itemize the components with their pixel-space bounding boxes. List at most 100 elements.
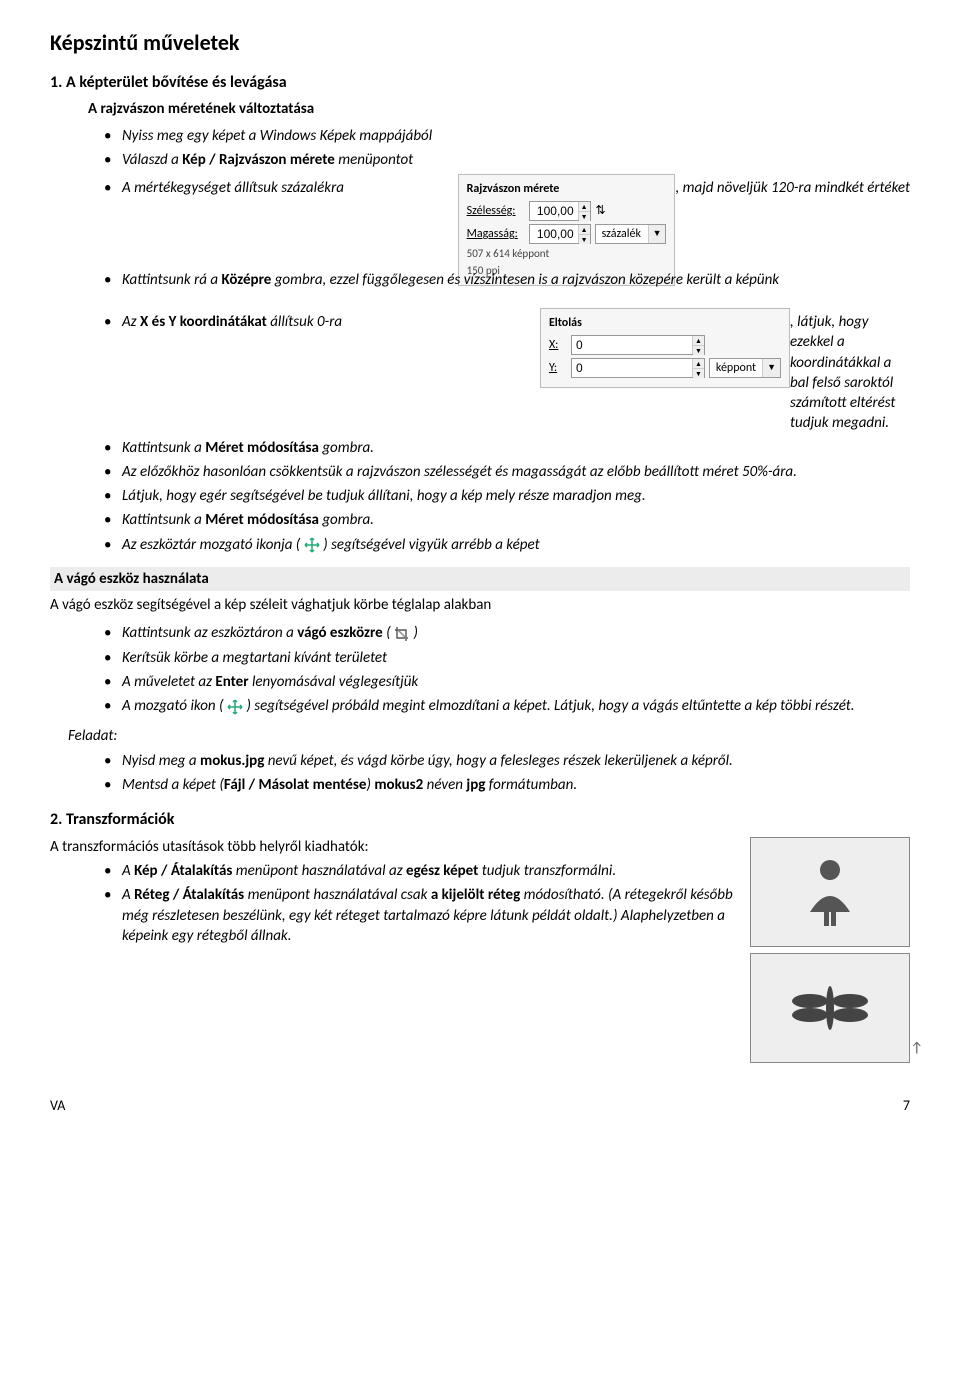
text: gombra, ezzel függőlegesen és vízszintes…	[271, 271, 779, 289]
dialog-title: Eltolás	[549, 315, 781, 331]
dragonfly-icon	[785, 973, 875, 1043]
width-label: Szélesség:	[467, 203, 525, 219]
list-item: Válaszd a Kép / Rajzvászon mérete menüpo…	[122, 148, 910, 172]
list-item: Nyiss meg egy képet a Windows Képek mapp…	[122, 124, 910, 148]
text: A mértékegységet állítsuk százalékra	[122, 179, 344, 197]
text: Kattintsunk az eszköztáron a	[122, 624, 297, 642]
section2-heading: 2. Transzformációk	[50, 809, 910, 831]
text: lenyomásával véglegesítjük	[249, 673, 419, 691]
text: a kijelölt réteg	[431, 886, 520, 904]
width-input[interactable]	[530, 202, 578, 220]
list-item: Az előzőkhöz hasonlóan csökkentsük a raj…	[122, 460, 910, 484]
spin-up[interactable]: ▲	[693, 336, 704, 346]
move-icon	[227, 697, 243, 715]
section1-num: 1.	[50, 73, 62, 92]
list-item: Kattintsunk az eszköztáron a vágó eszköz…	[122, 621, 910, 645]
text: ) segítségével vigyük arrébb a képet	[320, 536, 540, 554]
text: X és Y koordinátákat	[140, 313, 267, 331]
list-item: Mentsd a képet (Fájl / Másolat mentése) …	[122, 773, 910, 797]
link-icon[interactable]: ⇅	[595, 203, 607, 219]
section1-heading: 1. A képterület bővítése és levágása	[50, 72, 910, 94]
dialog-note: 507 x 614 képpont	[467, 247, 667, 262]
list-item: Az X és Y koordinátákat állítsuk 0-ra	[122, 310, 532, 334]
button-ref: Középre	[221, 271, 271, 289]
list-item: A Réteg / Átalakítás menüpont használatá…	[122, 883, 910, 948]
chevron-down-icon[interactable]: ▼	[762, 359, 780, 377]
text: egész képet	[406, 862, 478, 880]
section1-title: A képterület bővítése és levágása	[66, 73, 287, 92]
text: menüpont használatával az	[232, 862, 406, 880]
unit-combo[interactable]: százalék ▼	[595, 224, 667, 244]
section2-num: 2.	[50, 810, 62, 829]
text: A	[122, 862, 134, 880]
text: , látjuk, hogy ezekkel a koordinátákkal …	[790, 308, 910, 434]
height-input[interactable]	[530, 225, 578, 243]
list-item: Kattintsunk a Méret módosítása gombra.	[122, 436, 910, 460]
x-label: X:	[549, 337, 567, 353]
list-item: Látjuk, hogy egér segítségével be tudjuk…	[122, 484, 910, 508]
y-spinner[interactable]: ▲▼	[571, 358, 705, 378]
arrow-up-icon: ↑	[910, 1039, 923, 1058]
section2-title: Transzformációk	[66, 810, 174, 829]
crop-icon	[394, 624, 410, 642]
y-label: Y:	[549, 360, 567, 376]
spin-up[interactable]: ▲	[693, 359, 704, 369]
menu-path: Kép / Rajzvászon mérete	[182, 151, 335, 169]
x-input[interactable]	[572, 336, 692, 354]
unit-value: képpont	[710, 360, 762, 376]
spin-up[interactable]: ▲	[579, 225, 590, 235]
text: (	[383, 624, 394, 642]
tool-ref: vágó eszközre	[297, 624, 382, 642]
text: , majd növeljük 120-ra mindkét értéket	[675, 174, 910, 198]
task-label: Feladat:	[68, 726, 910, 746]
text: menüpont használatával csak	[244, 886, 431, 904]
x-spinner[interactable]: ▲▼	[571, 335, 705, 355]
list-item: Kattintsunk a Méret módosítása gombra.	[122, 508, 910, 532]
text: ) segítségével próbáld megint elmozdítan…	[243, 697, 855, 715]
spin-down[interactable]: ▼	[579, 212, 590, 221]
spin-down[interactable]: ▼	[693, 346, 704, 355]
text: gombra.	[319, 439, 374, 457]
text: Az	[122, 313, 140, 331]
layer-panel-2: ↑	[750, 953, 910, 1063]
crop-intro: A vágó eszköz segítségével a kép széleit…	[50, 593, 910, 619]
list-item: Kattintsunk rá a Középre gombra, ezzel f…	[122, 268, 910, 292]
list-item: A mértékegységet állítsuk százalékra	[122, 176, 450, 200]
offset-dialog: Eltolás X: ▲▼ Y: ▲▼ képpont ▼	[540, 308, 790, 388]
width-spinner[interactable]: ▲▼	[529, 201, 591, 221]
page-title: Képszintű műveletek	[50, 28, 910, 58]
unit-combo[interactable]: képpont ▼	[709, 358, 781, 378]
list-item: A Kép / Átalakítás menüpont használatáva…	[122, 859, 910, 883]
button-ref: Méret módosítása	[205, 439, 319, 457]
menu-path: Fájl / Másolat mentése	[224, 776, 367, 794]
crop-tool-heading: A vágó eszköz használata	[50, 567, 910, 591]
button-ref: Méret módosítása	[205, 511, 319, 529]
spin-down[interactable]: ▼	[693, 369, 704, 378]
text: néven	[423, 776, 466, 794]
key-ref: Enter	[215, 673, 248, 691]
text: )	[410, 624, 418, 642]
text: Nyisd meg a	[122, 752, 200, 770]
height-label: Magasság:	[467, 226, 525, 242]
text: Kattintsunk a	[122, 511, 205, 529]
filename: mokus.jpg	[200, 752, 264, 770]
menu-path: Réteg / Átalakítás	[134, 886, 244, 904]
text: tudjuk transzformálni.	[478, 862, 616, 880]
text: Kattintsunk rá a	[122, 271, 221, 289]
chevron-down-icon[interactable]: ▼	[648, 225, 666, 243]
text: nevű képet, és vágd körbe úgy, hogy a fe…	[264, 752, 733, 770]
text: Az eszköztár mozgató ikonja (	[122, 536, 304, 554]
spin-down[interactable]: ▼	[579, 235, 590, 244]
format: jpg	[466, 776, 485, 794]
text: állítsuk 0-ra	[267, 313, 342, 331]
text: Válaszd a	[122, 151, 182, 169]
text: A műveletet az	[122, 673, 215, 691]
text: formátumban.	[485, 776, 577, 794]
text: Kattintsunk a	[122, 439, 205, 457]
height-spinner[interactable]: ▲▼	[529, 224, 591, 244]
list-item: Kerítsük körbe a megtartani kívánt terül…	[122, 646, 910, 670]
y-input[interactable]	[572, 359, 692, 377]
spin-up[interactable]: ▲	[579, 202, 590, 212]
section1-subheading: A rajzvászon méretének változtatása	[50, 99, 910, 119]
filename: mokus2	[374, 776, 423, 794]
